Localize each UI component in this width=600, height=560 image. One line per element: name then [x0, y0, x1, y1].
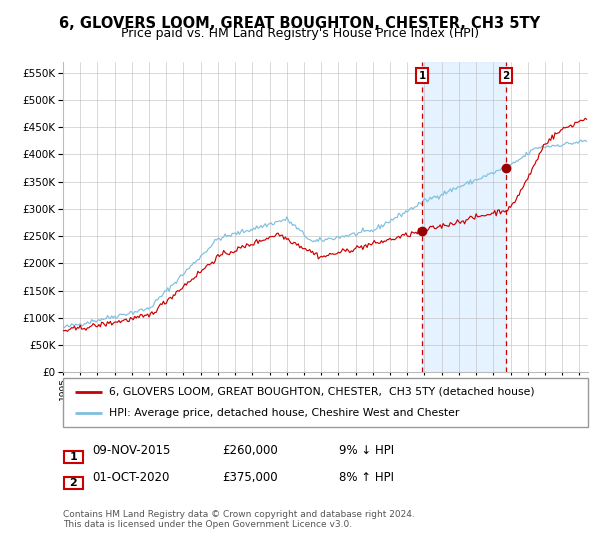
Bar — [422, 62, 506, 372]
Text: 09-NOV-2015: 09-NOV-2015 — [92, 444, 170, 458]
Text: 1: 1 — [418, 71, 425, 81]
Text: HPI: Average price, detached house, Cheshire West and Chester: HPI: Average price, detached house, Ches… — [109, 408, 460, 418]
Text: £375,000: £375,000 — [222, 470, 278, 484]
Text: £260,000: £260,000 — [222, 444, 278, 458]
FancyBboxPatch shape — [64, 451, 83, 463]
Text: 8% ↑ HPI: 8% ↑ HPI — [339, 470, 394, 484]
Text: 1: 1 — [70, 452, 77, 462]
Text: Contains HM Land Registry data © Crown copyright and database right 2024.
This d: Contains HM Land Registry data © Crown c… — [63, 510, 415, 529]
Text: 01-OCT-2020: 01-OCT-2020 — [92, 470, 169, 484]
FancyBboxPatch shape — [64, 478, 83, 489]
Text: 2: 2 — [503, 71, 510, 81]
Text: 9% ↓ HPI: 9% ↓ HPI — [339, 444, 394, 458]
Text: Price paid vs. HM Land Registry's House Price Index (HPI): Price paid vs. HM Land Registry's House … — [121, 27, 479, 40]
Text: 6, GLOVERS LOOM, GREAT BOUGHTON, CHESTER,  CH3 5TY (detached house): 6, GLOVERS LOOM, GREAT BOUGHTON, CHESTER… — [109, 387, 535, 397]
Text: 6, GLOVERS LOOM, GREAT BOUGHTON, CHESTER, CH3 5TY: 6, GLOVERS LOOM, GREAT BOUGHTON, CHESTER… — [59, 16, 541, 31]
Text: 2: 2 — [70, 478, 77, 488]
